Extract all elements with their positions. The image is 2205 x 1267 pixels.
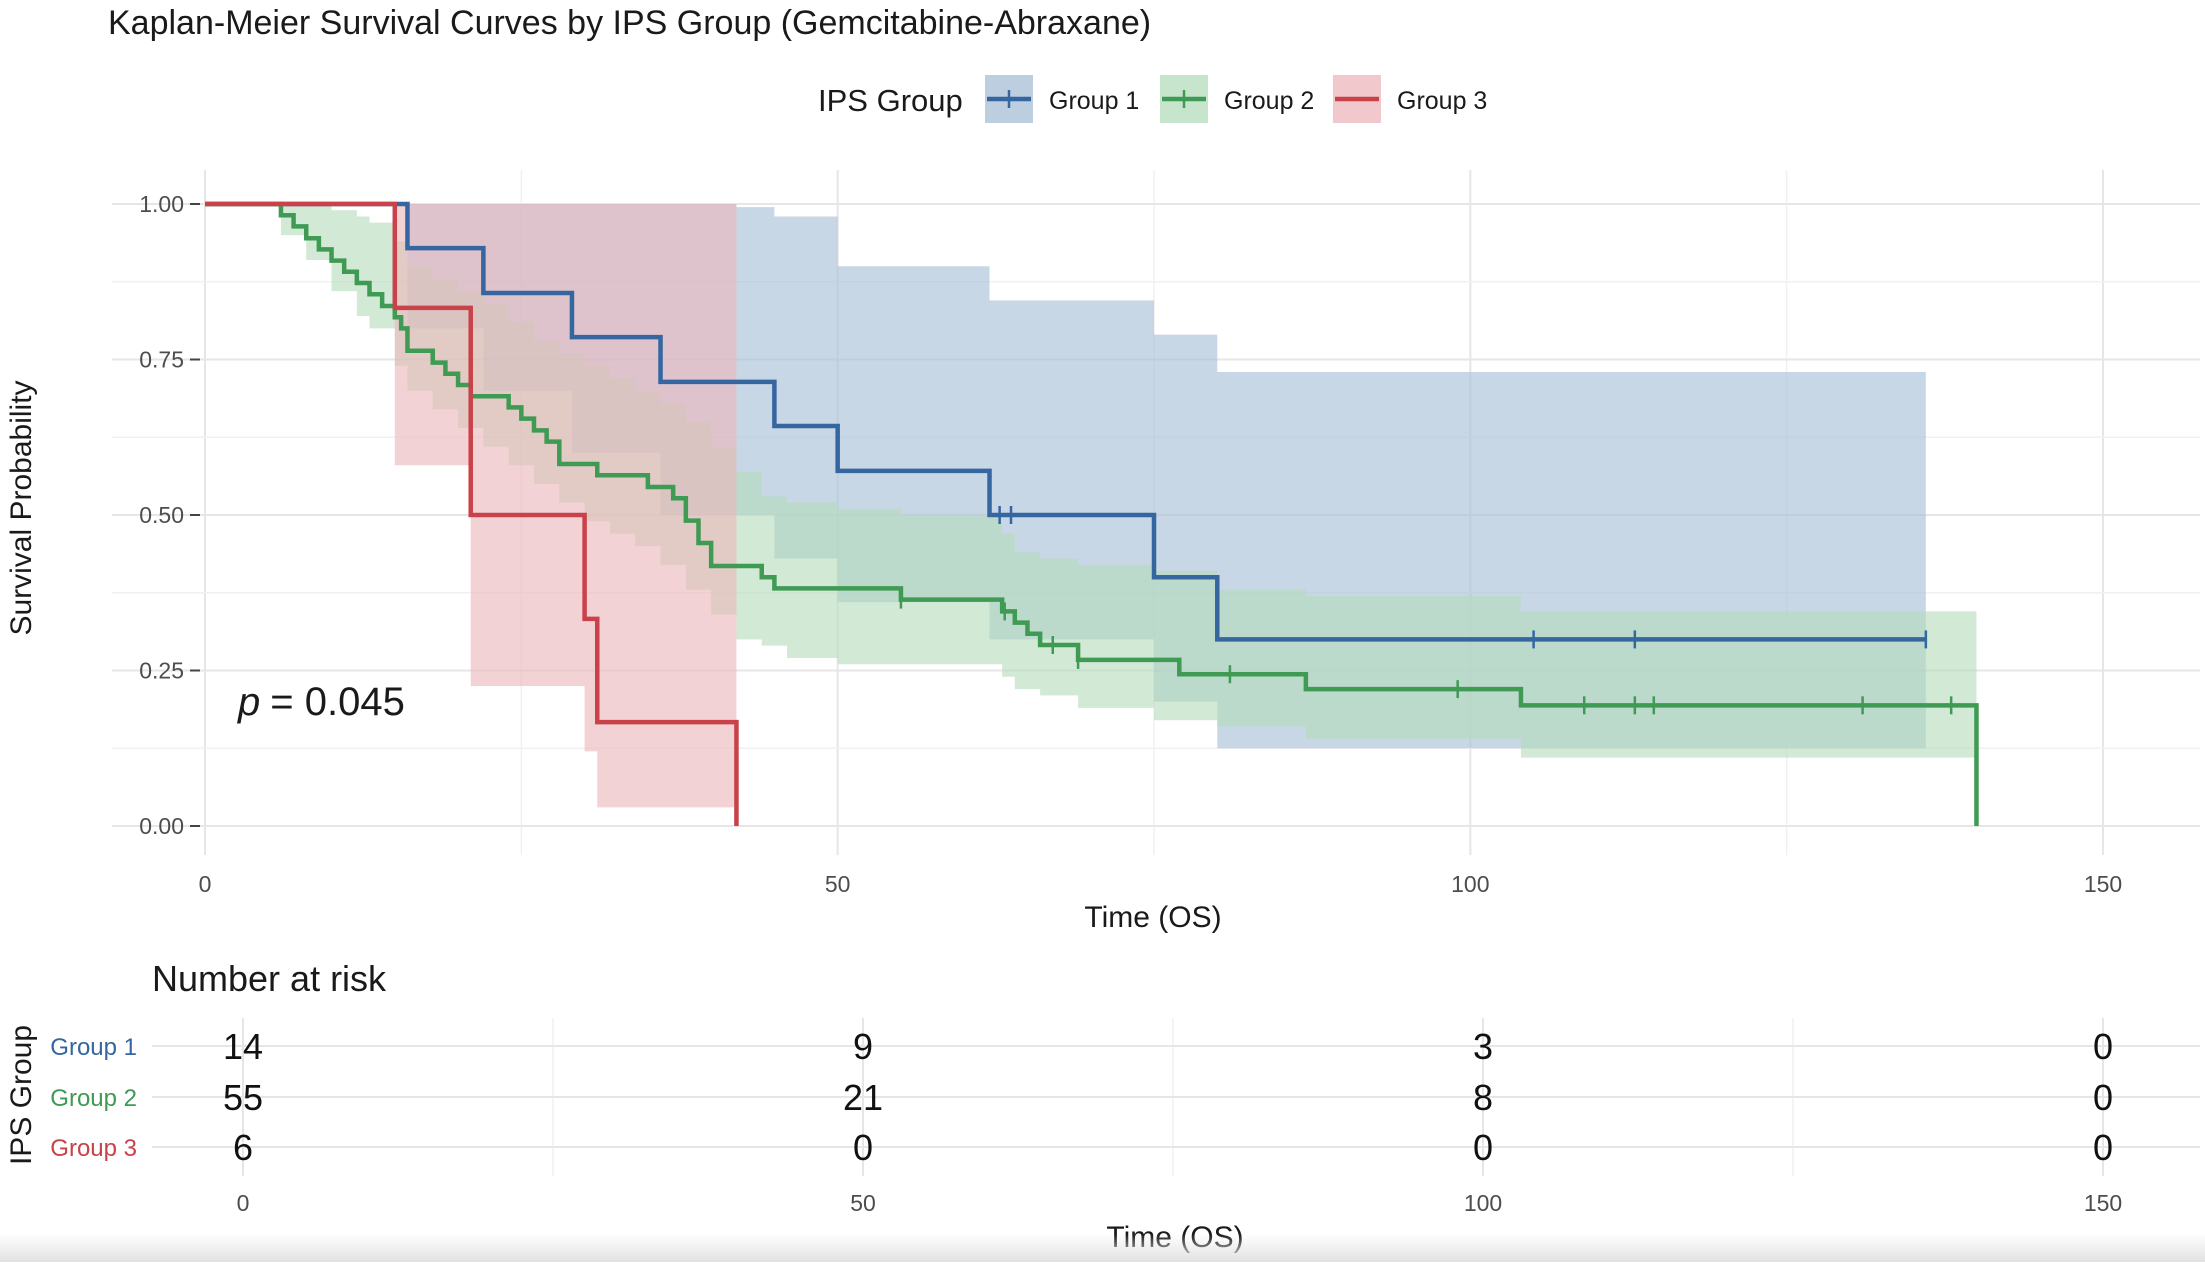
- risk-count-cell: 6: [233, 1127, 253, 1168]
- survival-curves: [205, 201, 1979, 826]
- censor-marks: [899, 506, 1953, 715]
- x-tick-label: 0: [199, 871, 212, 897]
- legend-label-group-2: Group 2: [1224, 87, 1314, 115]
- legend-title: IPS Group: [818, 83, 963, 118]
- bottom-shadow: [0, 1234, 2205, 1262]
- legend-label-group-1: Group 1: [1049, 87, 1139, 115]
- risk-table: Group 1 14 9 3 0 Group 2 55 21 8 0 Group 3 6 0 0 0 0 50 1…: [50, 1018, 2200, 1216]
- risk-count-cell: 21: [843, 1077, 883, 1118]
- p-value-annotation: p = 0.045: [237, 680, 405, 724]
- risk-count-cell: 14: [223, 1026, 263, 1067]
- y-tick-label: 0.50: [139, 502, 184, 528]
- risk-count-cell: 0: [2093, 1026, 2113, 1067]
- survival-curve-group-2: [205, 201, 1979, 826]
- risk-count-cell: 0: [1473, 1127, 1493, 1168]
- risk-count-cell: 55: [223, 1077, 263, 1118]
- risk-x-tick-label: 100: [1464, 1190, 1502, 1216]
- risk-table-title: Number at risk: [152, 958, 387, 999]
- x-axis-label: Time (OS): [1084, 901, 1221, 934]
- axes: 0.00 0.25 0.50 0.75 1.00 0 50 100 150: [139, 191, 2122, 897]
- risk-row-label-group-1: Group 1: [50, 1034, 137, 1061]
- survival-curve-group-3: [205, 201, 739, 826]
- p-symbol: p: [237, 680, 260, 724]
- y-axis-label: Survival Probability: [5, 380, 38, 635]
- p-value: = 0.045: [270, 680, 405, 724]
- survival-curve-group-1: [205, 201, 1926, 642]
- risk-x-tick-label: 50: [850, 1190, 876, 1216]
- y-tick-label: 0.75: [139, 347, 184, 373]
- y-tick-label: 0.00: [139, 813, 184, 839]
- risk-count-cell: 0: [2093, 1077, 2113, 1118]
- risk-x-tick-label: 150: [2084, 1190, 2122, 1216]
- risk-table-y-label: IPS Group: [5, 1025, 38, 1165]
- risk-count-cell: 9: [853, 1026, 873, 1067]
- legend: IPS Group Group 1 Group 2 Group 3: [818, 75, 1487, 123]
- x-tick-label: 100: [1451, 871, 1489, 897]
- chart-title: Kaplan-Meier Survival Curves by IPS Grou…: [108, 4, 1151, 42]
- ci-band-group-2: [205, 204, 1977, 758]
- y-tick-label: 0.25: [139, 658, 184, 684]
- risk-x-tick-label: 0: [237, 1190, 250, 1216]
- x-tick-label: 50: [825, 871, 851, 897]
- x-tick-label: 150: [2084, 871, 2122, 897]
- risk-count-cell: 0: [2093, 1127, 2113, 1168]
- risk-count-cell: 0: [853, 1127, 873, 1168]
- legend-label-group-3: Group 3: [1397, 87, 1487, 115]
- y-tick-label: 1.00: [139, 191, 184, 217]
- risk-count-cell: 3: [1473, 1026, 1493, 1067]
- risk-row-label-group-3: Group 3: [50, 1135, 137, 1162]
- risk-row-label-group-2: Group 2: [50, 1085, 137, 1112]
- risk-count-cell: 8: [1473, 1077, 1493, 1118]
